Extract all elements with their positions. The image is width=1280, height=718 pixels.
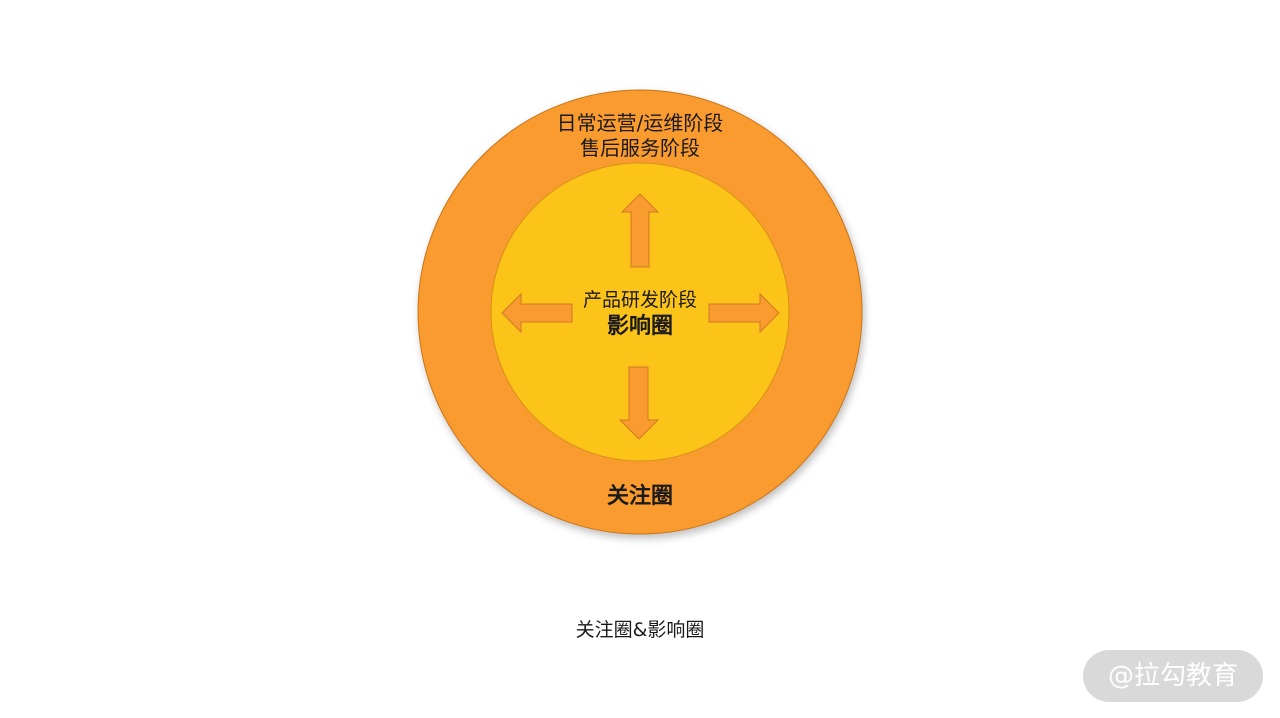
arrow-up-icon <box>620 193 660 268</box>
outer-circle-label-line1: 日常运营/运维阶段 <box>556 111 724 135</box>
arrow-down-icon <box>618 366 660 440</box>
inner-circle <box>490 162 790 462</box>
outer-circle-label-line2: 售后服务阶段 <box>580 136 700 160</box>
arrow-right-icon <box>708 292 780 334</box>
figure-caption: 关注圈&影响圈 <box>575 619 705 641</box>
outer-circle-title: 关注圈 <box>606 484 673 509</box>
inner-circle-title: 影响圈 <box>606 314 673 339</box>
watermark-badge: @拉勾教育 <box>1083 650 1263 702</box>
inner-circle-label: 产品研发阶段 <box>582 289 697 311</box>
arrow-left-icon <box>501 292 573 334</box>
